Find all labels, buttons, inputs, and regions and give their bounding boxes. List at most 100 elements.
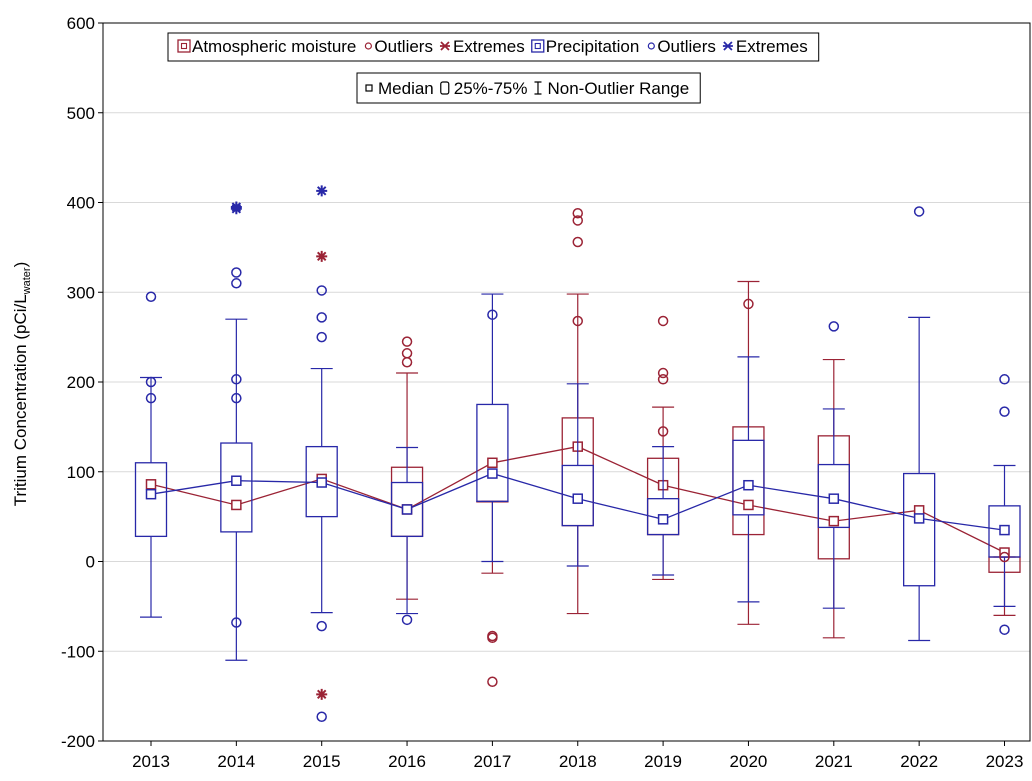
legend: Atmospheric moisture Outliers Extremes Prec… xyxy=(167,32,820,104)
y-axis-title: Tritium Concentration (pCi/Lwater) xyxy=(11,262,33,507)
pr-box-2023 xyxy=(988,464,1021,607)
x-tick-label: 2018 xyxy=(559,752,597,771)
x-tick-label: 2019 xyxy=(644,752,682,771)
am-outlier-point xyxy=(572,315,583,327)
am-outlier-point xyxy=(657,315,669,327)
legend-iqr-symbol xyxy=(440,81,450,95)
am-extreme-point xyxy=(316,250,328,262)
pr-box-2020 xyxy=(732,356,765,603)
boxes xyxy=(134,280,1021,661)
y-tick-label: 200 xyxy=(67,373,95,392)
iqr-box xyxy=(988,505,1021,558)
legend-label: Non-Outlier Range xyxy=(547,79,689,98)
pr-outlier-point xyxy=(231,617,242,628)
median-marker xyxy=(657,514,669,525)
am-box-2014 xyxy=(231,499,242,511)
am-outlier-point xyxy=(657,374,669,385)
median-marker xyxy=(487,457,498,469)
am-outlier-point xyxy=(657,367,669,379)
am-outlier-point xyxy=(487,676,498,688)
legend-extreme-symbol xyxy=(439,41,450,51)
pr-box-2013 xyxy=(134,376,168,618)
median-marker xyxy=(743,499,754,511)
median-marker xyxy=(913,513,925,524)
median-marker xyxy=(487,468,498,479)
legend-frame-2 xyxy=(356,72,701,104)
pr-extreme-point xyxy=(316,185,328,197)
legend-box-symbol xyxy=(531,39,545,53)
am-outlier-point xyxy=(657,426,669,437)
pr-outlier-point xyxy=(145,376,157,388)
legend-label: Extremes xyxy=(453,37,525,56)
outlier-points xyxy=(145,185,1010,723)
pr-box-2014 xyxy=(220,318,253,661)
iqr-box xyxy=(305,445,338,518)
pr-outlier-point xyxy=(145,392,157,404)
pr-outlier-point xyxy=(231,267,242,278)
median-marker xyxy=(999,524,1010,536)
pr-box-2018 xyxy=(561,383,594,567)
am-outlier-point xyxy=(487,630,498,642)
pr-outlier-point xyxy=(231,278,242,289)
pr-outlier-point xyxy=(999,374,1010,385)
legend-outlier-symbol xyxy=(364,42,372,50)
iqr-box xyxy=(220,442,253,533)
pr-extreme-point xyxy=(230,203,242,215)
pr-outlier-point xyxy=(316,331,327,343)
median-marker xyxy=(743,479,754,491)
x-tick-label: 2021 xyxy=(815,752,853,771)
x-tick-label: 2022 xyxy=(900,752,938,771)
pr-outlier-point xyxy=(828,321,840,332)
pr-box-2021 xyxy=(817,408,850,609)
y-tick-label: 500 xyxy=(67,104,95,123)
legend-range-symbol xyxy=(534,81,542,95)
y-tick-label: -200 xyxy=(61,732,95,751)
pr-outlier-point xyxy=(231,392,242,404)
x-tick-label: 2017 xyxy=(473,752,511,771)
am-outlier-point xyxy=(999,551,1010,563)
am-outlier-point xyxy=(401,357,413,368)
legend-label: 25%-75% xyxy=(454,79,528,98)
pr-box-2016 xyxy=(390,446,424,615)
iqr-box xyxy=(732,439,765,516)
y-tick-label: 100 xyxy=(67,463,95,482)
am-outlier-point xyxy=(401,336,413,347)
y-axis-title-main: Tritium Concentration (pCi/L xyxy=(11,294,30,506)
pr-outlier-point xyxy=(316,620,327,632)
median-marker xyxy=(828,515,840,527)
y-tick-label: -100 xyxy=(61,642,95,661)
legend-median-symbol xyxy=(365,84,373,92)
am-outlier-point xyxy=(572,208,583,219)
pr-outlier-point xyxy=(999,406,1010,417)
y-tick-label: 300 xyxy=(67,283,95,302)
pr-box-2022 xyxy=(903,316,936,642)
iqr-box xyxy=(646,498,680,536)
am-outlier-point xyxy=(572,236,583,248)
legend-box-symbol xyxy=(177,39,191,53)
pr-outlier-point xyxy=(231,374,242,385)
legend-label: Atmospheric moisture xyxy=(192,37,356,56)
legend-label: Outliers xyxy=(657,37,716,56)
legend-outlier-symbol xyxy=(647,42,655,50)
iqr-box xyxy=(903,472,936,587)
median-marker xyxy=(145,488,157,500)
x-tick-label: 2015 xyxy=(303,752,341,771)
legend-box-median-symbol xyxy=(534,42,541,50)
x-tick-label: 2023 xyxy=(986,752,1024,771)
pr-box-2017 xyxy=(476,293,509,563)
legend-label: Precipitation xyxy=(546,37,640,56)
iqr-box xyxy=(390,481,424,538)
iqr-box xyxy=(817,463,850,529)
pr-outlier-point xyxy=(401,614,413,626)
legend-frame-1 xyxy=(167,32,820,62)
am-outlier-point xyxy=(572,215,583,226)
x-tick-label: 2020 xyxy=(730,752,768,771)
gridlines xyxy=(103,112,1030,652)
am-extreme-point xyxy=(316,688,328,700)
axes: -200 -100 0 100 200 300 400 500 600 2013 2014 2015 2… xyxy=(61,14,1031,771)
median-marker xyxy=(316,477,327,488)
median-marker xyxy=(231,499,242,511)
am-outlier-point xyxy=(743,298,754,310)
x-tick-label: 2014 xyxy=(217,752,255,771)
